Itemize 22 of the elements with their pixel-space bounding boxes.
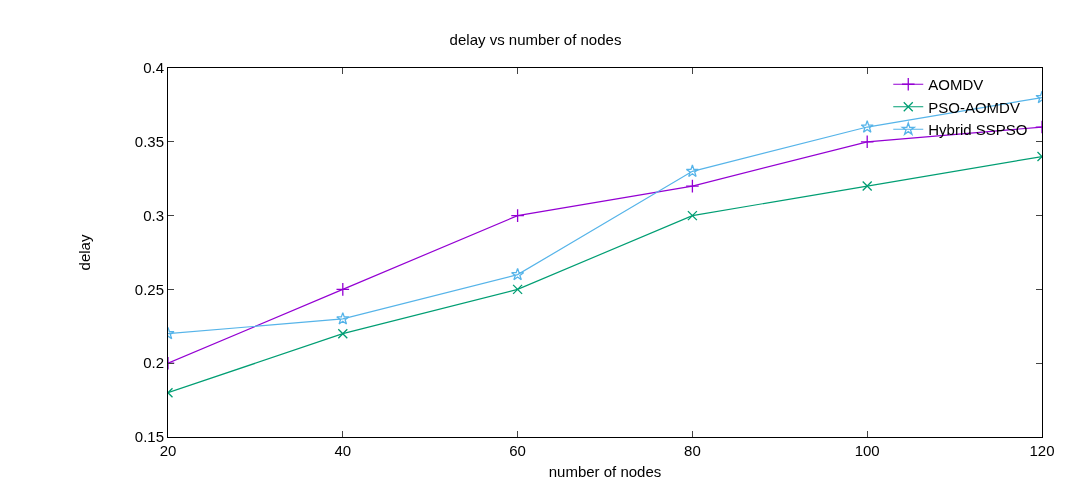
x-tick-label: 60 — [509, 442, 526, 459]
point — [685, 179, 700, 194]
x-axis-title: number of nodes — [548, 463, 662, 480]
x-tick-label: 80 — [684, 442, 701, 459]
y-tick-label: 0.35 — [134, 133, 164, 151]
x-tick-label: 40 — [334, 442, 352, 459]
x-tick-label: 120 — [1029, 442, 1055, 459]
point — [860, 120, 874, 133]
y-axis-title: delay — [76, 234, 94, 271]
point — [512, 284, 523, 295]
y-tick-label: 0.3 — [143, 206, 164, 224]
y-tick-label: 0.25 — [134, 280, 164, 298]
y-tick-label: 0.4 — [143, 59, 164, 77]
point — [510, 208, 525, 223]
y-tick-label: 0.2 — [143, 354, 164, 372]
chart-title: delay vs number of nodes — [449, 30, 622, 48]
point — [510, 267, 525, 281]
legend-label: AOMDV — [928, 76, 984, 94]
point — [687, 210, 698, 221]
point — [336, 311, 350, 325]
x-tick-label: 100 — [854, 442, 880, 459]
point — [685, 164, 700, 178]
